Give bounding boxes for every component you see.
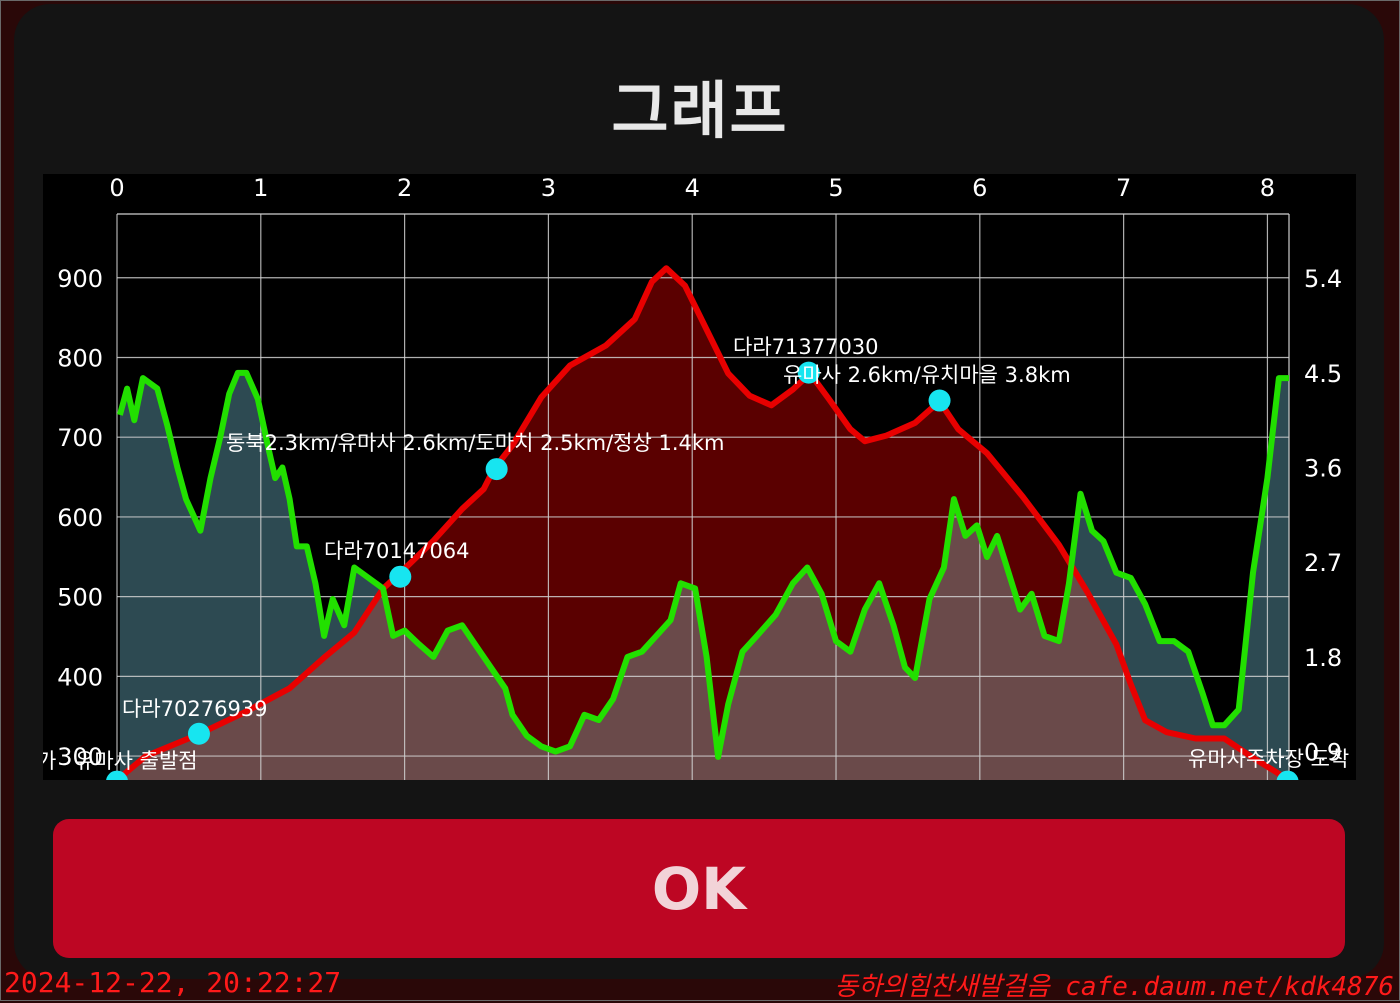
waypoint-label: 유마사 출발점 xyxy=(75,749,198,773)
waypoint-label: 다라70276939 xyxy=(122,697,268,721)
waypoint-marker xyxy=(797,361,820,384)
x-tick-label: 2 xyxy=(397,174,412,202)
x-tick-label: 0 xyxy=(109,174,124,202)
y-right-tick-label: 2.7 xyxy=(1304,549,1342,577)
x-tick-label: 6 xyxy=(972,174,987,202)
y-left-tick-label: 300 xyxy=(57,743,103,771)
x-tick-label: 7 xyxy=(1116,174,1131,202)
y-right-tick-label: 4.5 xyxy=(1304,360,1342,388)
y-left-tick-label: 400 xyxy=(57,663,103,691)
waypoint-label: 다라70147064 xyxy=(324,539,470,563)
x-tick-label: 8 xyxy=(1260,174,1275,202)
x-tick-label: 4 xyxy=(685,174,700,202)
waypoint-marker xyxy=(187,722,210,745)
timestamp-watermark: 2024-12-22, 20:22:27 xyxy=(4,966,342,999)
y-right-tick-label: 0.9 xyxy=(1304,739,1342,767)
x-tick-label: 1 xyxy=(253,174,268,202)
speed-line xyxy=(117,369,1289,760)
ok-button[interactable]: OK xyxy=(53,819,1345,958)
chart-canvas[interactable]: 0 1 2 3 4 5 6 7 8 300 400 500 600 700 800 900 0.9 1.8 2.7 3… xyxy=(43,174,1356,780)
waypoint-label-prefix: 가 xyxy=(43,749,56,773)
waypoint-label: 유마사 2.6km/유치마을 3.8km xyxy=(783,363,1071,387)
elevation-chart[interactable]: 0 1 2 3 4 5 6 7 8 300 400 500 600 700 800 900 0.9 1.8 2.7 3… xyxy=(43,174,1356,780)
y-left-tick-label: 700 xyxy=(57,424,103,452)
waypoint-marker xyxy=(106,770,128,780)
y-left-tick-label: 900 xyxy=(57,265,103,293)
y-right-tick-label: 5.4 xyxy=(1304,265,1342,293)
dialog-title: 그래프 xyxy=(611,74,789,147)
credit-watermark: 동하의힘찬새발걸음 cafe.daum.net/kdk4876 xyxy=(834,972,1394,1002)
x-tick-label: 5 xyxy=(828,174,843,202)
y-left-tick-label: 800 xyxy=(57,344,103,372)
waypoint-label: 다라71377030 xyxy=(733,335,879,359)
waypoint-label: 동북2.3km/유마사 2.6km/도마치 2.5km/정상 1.4km xyxy=(226,431,725,455)
y-right-tick-label: 1.8 xyxy=(1304,644,1342,672)
waypoint-marker xyxy=(1276,770,1299,780)
waypoint-marker xyxy=(928,389,951,412)
y-left-tick-label: 500 xyxy=(57,584,103,612)
waypoint-label: 유마사주차장 도착 xyxy=(1188,747,1349,771)
overlap-area xyxy=(119,372,1289,780)
waypoint-marker xyxy=(389,565,412,588)
waypoint-marker xyxy=(485,458,508,481)
y-left-tick-label: 600 xyxy=(57,504,103,532)
y-right-tick-label: 3.6 xyxy=(1304,455,1342,483)
x-tick-label: 3 xyxy=(541,174,556,202)
